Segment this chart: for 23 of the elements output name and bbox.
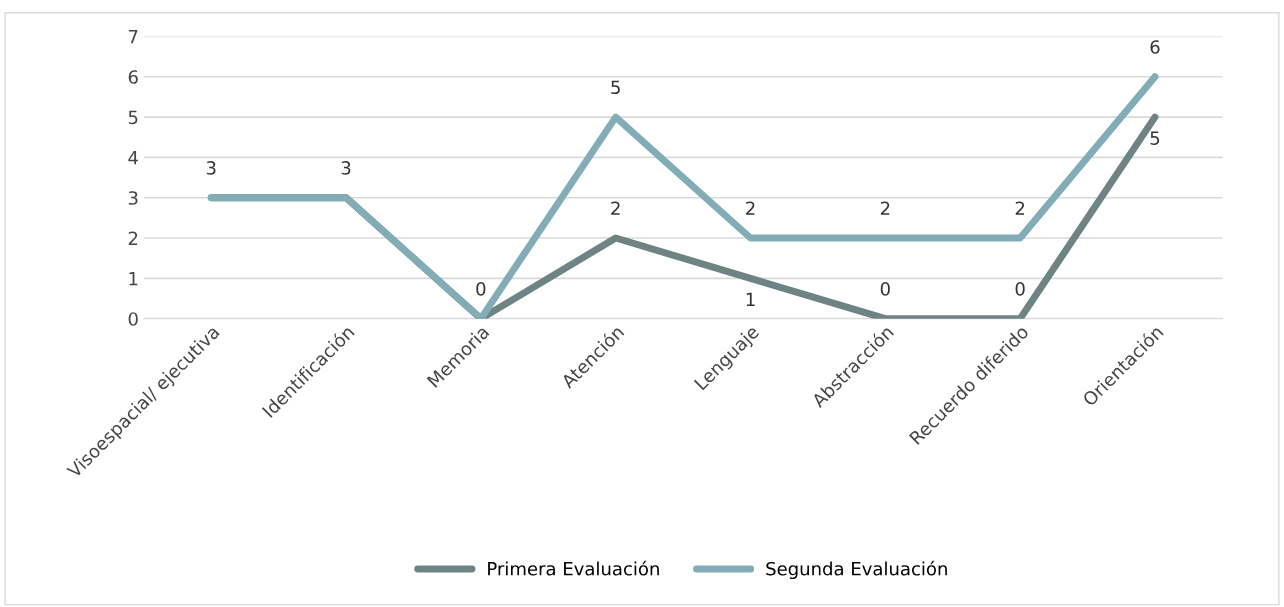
data-label: 5 [1150,131,1160,145]
y-tick-label: 0 [128,312,138,326]
data-label: 0 [476,282,486,296]
data-label: 5 [611,80,620,95]
y-tick-label: 4 [128,151,138,165]
y-tick-label: 3 [128,191,138,205]
y-tick-label: 7 [128,30,138,44]
y-tick-label: 2 [128,231,138,245]
legend-label: Primera Evaluación [488,560,659,576]
legend-label: Segunda Evaluación [766,560,947,580]
data-label: 3 [341,161,351,175]
data-label: 0 [880,282,890,296]
data-label: 2 [1015,201,1025,215]
data-label: 2 [746,201,755,215]
data-label: 2 [880,201,890,215]
data-label: 6 [1150,40,1160,54]
y-tick-label: 6 [128,70,138,84]
data-label: 2 [611,201,620,215]
data-label: 1 [746,292,755,306]
data-label: 0 [1015,282,1025,296]
data-label: 3 [206,161,216,175]
y-tick-label: 5 [128,110,138,125]
y-tick-label: 1 [129,272,138,286]
